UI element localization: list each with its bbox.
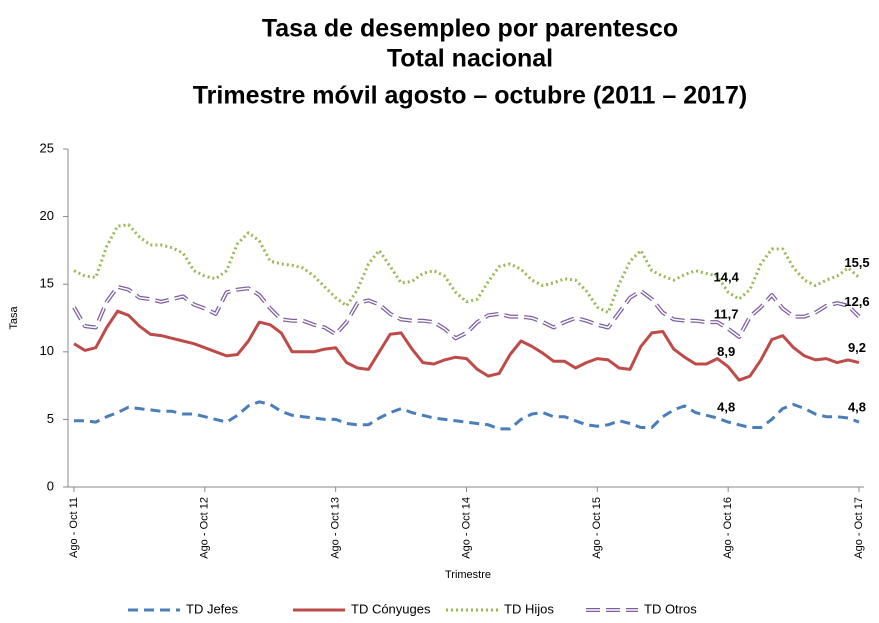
legend-label: TD Jefes [186, 601, 239, 616]
x-tick-label: Ago - Oct 13 [330, 497, 342, 559]
chart-title: Tasa de desempleo por parentesco [262, 15, 678, 43]
legend-label: TD Otros [644, 601, 697, 616]
line-inner [73, 286, 860, 340]
line [73, 309, 860, 382]
line [73, 223, 860, 315]
x-axis-label: Trimestre [445, 569, 491, 581]
y-tick-label: 20 [40, 208, 54, 223]
y-tick-label: 5 [47, 411, 54, 426]
data-label: 12,6 [844, 294, 869, 309]
y-tick-label: 15 [40, 276, 54, 291]
data-label: 4,8 [848, 400, 866, 415]
legend-label: TD Hijos [504, 601, 554, 616]
x-tick-label: Ago - Oct 15 [591, 497, 603, 559]
data-label: 4,8 [717, 400, 735, 415]
data-label: 11,7 [714, 306, 739, 321]
y-axis-label: Tasa [8, 306, 20, 330]
x-tick-label: Ago - Oct 14 [460, 497, 472, 559]
x-tick-label: Ago - Oct 12 [199, 497, 211, 559]
x-tick-label: Ago - Oct 11 [68, 497, 80, 558]
y-tick-label: 0 [47, 478, 54, 493]
data-label: 15,5 [844, 255, 869, 270]
chart-subtitle: Total nacional [387, 45, 553, 73]
legend-label: TD Cónyuges [351, 601, 431, 616]
data-label: 9,2 [848, 340, 866, 355]
x-tick-label: Ago - Oct 17 [853, 497, 865, 559]
line [74, 400, 860, 431]
y-tick-label: 25 [40, 140, 54, 155]
line [72, 284, 861, 341]
x-tick-label: Ago - Oct 16 [722, 497, 734, 559]
y-tick-label: 10 [40, 343, 54, 358]
data-label: 14,4 [714, 270, 740, 285]
chart-subtitle: Trimestre móvil agosto – octubre (2011 –… [193, 82, 747, 110]
data-label: 8,9 [717, 344, 735, 359]
